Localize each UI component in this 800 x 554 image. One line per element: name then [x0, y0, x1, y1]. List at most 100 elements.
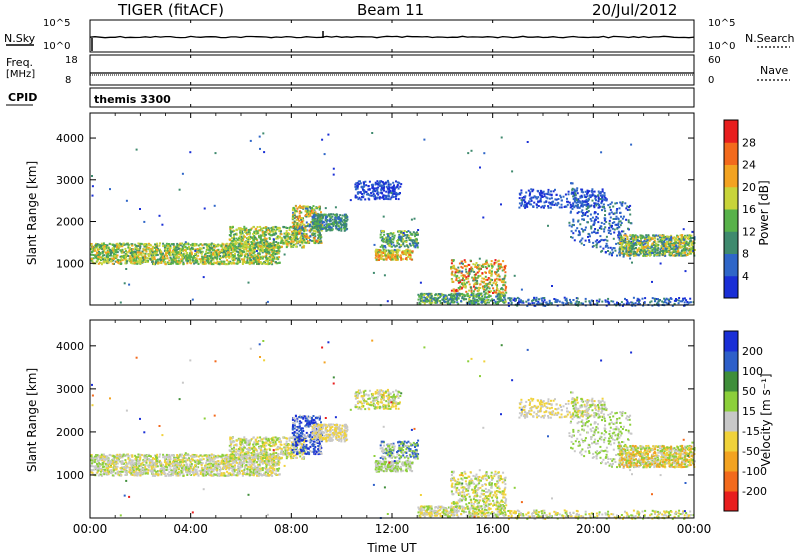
power-point	[130, 256, 133, 259]
power-point	[391, 194, 394, 197]
power-point	[403, 230, 406, 232]
power-point	[163, 244, 166, 247]
power-point	[261, 255, 264, 258]
power-point	[314, 225, 316, 228]
power-point	[116, 258, 119, 261]
power-point	[428, 301, 431, 304]
power-point	[481, 264, 484, 267]
power-point	[259, 248, 262, 251]
power-point	[619, 224, 622, 227]
power-point	[119, 260, 122, 263]
power-point	[323, 213, 326, 216]
power-point	[237, 257, 240, 260]
power-point	[217, 243, 220, 246]
power-point	[384, 251, 387, 254]
power-point	[216, 255, 219, 258]
power-point	[332, 221, 335, 224]
power-point	[305, 221, 308, 224]
power-point	[221, 246, 224, 249]
power-point	[245, 240, 248, 243]
power-point	[106, 244, 109, 247]
power-point	[234, 250, 237, 253]
power-point	[265, 254, 268, 257]
power-point	[261, 248, 264, 251]
power-point	[312, 222, 315, 225]
power-point	[397, 192, 400, 195]
power-point	[309, 214, 312, 217]
power-point	[336, 217, 339, 220]
power-point	[191, 259, 194, 262]
power-point	[306, 205, 309, 208]
power-point	[254, 243, 257, 246]
power-point	[100, 247, 103, 250]
power-point	[252, 240, 254, 243]
power-point	[256, 230, 259, 233]
power-point	[416, 246, 419, 249]
power-point	[587, 221, 589, 224]
power-point	[275, 244, 278, 246]
power-point	[550, 197, 553, 200]
power-point	[444, 294, 447, 297]
power-point	[537, 200, 540, 203]
power-point	[310, 211, 313, 214]
power-point	[329, 218, 332, 221]
power-point	[249, 252, 252, 255]
power-point	[98, 248, 101, 251]
power-point	[325, 215, 328, 218]
power-point	[210, 242, 213, 245]
power-point	[213, 246, 216, 249]
power-point	[573, 239, 576, 242]
power-point	[336, 213, 339, 216]
power-point	[480, 292, 483, 295]
power-point	[586, 195, 589, 198]
power-point	[629, 257, 632, 260]
power-point	[576, 187, 579, 190]
power-point	[229, 227, 232, 230]
power-point	[159, 251, 162, 254]
power-point	[357, 198, 360, 201]
power-point	[392, 254, 394, 256]
power-point	[99, 256, 102, 259]
power-point	[574, 200, 577, 203]
power-point	[200, 252, 203, 255]
power-point	[97, 248, 99, 251]
power-point	[113, 255, 116, 258]
power-point	[319, 215, 321, 218]
power-point	[104, 257, 106, 260]
power-point	[282, 226, 285, 229]
power-point	[265, 231, 268, 234]
power-point	[490, 290, 493, 293]
power-point	[291, 208, 294, 211]
power-point	[173, 250, 176, 253]
power-point	[591, 231, 593, 234]
power-point	[97, 255, 100, 258]
power-point	[543, 195, 546, 198]
power-point	[405, 231, 408, 233]
power-point	[174, 255, 177, 258]
power-point	[157, 258, 159, 261]
power-point	[169, 256, 172, 259]
power-point	[470, 294, 473, 296]
power-point	[591, 190, 593, 193]
power-point	[195, 248, 198, 251]
power-point	[276, 251, 279, 254]
power-point	[257, 262, 260, 265]
power-point	[105, 255, 108, 258]
power-point	[571, 191, 574, 194]
power-point	[135, 253, 138, 256]
power-point	[172, 253, 175, 256]
power-point	[314, 242, 317, 245]
power-point	[220, 244, 223, 247]
power-point	[603, 194, 606, 197]
power-point	[267, 242, 270, 245]
power-point	[313, 215, 315, 218]
power-point	[294, 239, 297, 242]
power-point	[463, 265, 466, 268]
power-point	[377, 186, 380, 189]
power-point	[608, 253, 611, 256]
power-point	[472, 297, 475, 300]
power-point	[158, 244, 161, 247]
power-point	[401, 258, 404, 261]
power-point	[267, 227, 270, 230]
power-point	[319, 207, 321, 210]
